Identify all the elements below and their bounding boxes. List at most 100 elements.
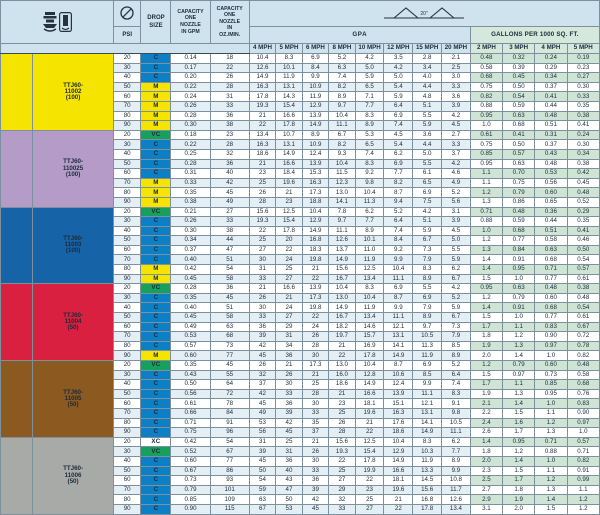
- cell-gal-3mph: 0.75: [502, 177, 536, 189]
- table-row[interactable]: 60 C 0.37 47 27 22 18.3 13.7 11.0 9.2 7.3 5.5 1.3 0.8…: [1, 244, 600, 256]
- cell-drop-size: C: [140, 369, 172, 381]
- table-row[interactable]: 50 M 0.22 28 16.3 13.1 10.9 8.2 6.5 5.4 4.4 3.3 0.75…: [1, 81, 600, 93]
- cell-capacity-oz: 31: [209, 91, 250, 102]
- table-row[interactable]: TTJ60- 11002 (100) 20 C 0.14 18 10.4 8.3 6.9 5.2 4.…: [0, 53, 600, 131]
- cell-gpa-8mph: 13.0: [328, 292, 356, 304]
- cell-psi: 50: [112, 235, 142, 246]
- cell-gpa-6mph: 35: [301, 417, 330, 429]
- cell-drop-size: C: [140, 53, 172, 64]
- cell-gpa-5mph: 53: [275, 503, 303, 515]
- table-row[interactable]: 40 C 0.50 64 37 30 25 18.6 14.9 12.4 9.9 7.4 1.7 1.1 0…: [1, 379, 600, 390]
- table-row[interactable]: 70 M 0.26 33 19.3 15.4 12.9 9.7 7.7 6.4 5.1 3.9 0.88…: [1, 100, 600, 112]
- cell-gpa-20mph: 9.9: [441, 465, 471, 477]
- capacity-gpm-header: CAPACITY ONE NOZZLE IN GPM: [170, 0, 211, 44]
- table-row[interactable]: TTJ60- 11005 (50) 20 VC 0.35 45 26 21 17.3 13.0 10.…: [0, 360, 600, 438]
- table-row[interactable]: 40 C 0.20 26 14.9 11.9 9.9 7.4 5.9 5.0 4.0 3.0 0.68 0…: [1, 72, 600, 83]
- table-row[interactable]: 30 C 0.22 28 16.3 13.1 10.9 8.2 6.5 5.4 4.4 3.3 0.75…: [1, 139, 600, 150]
- table-row[interactable]: 80 C 0.57 73 42 34 28 21 16.9 14.1 11.3 8.5 1.9 1.3 0.…: [1, 340, 600, 352]
- cell-gal-3mph: 0.79: [502, 360, 536, 371]
- table-row[interactable]: 50 C 0.56 72 42 33 28 21 16.6 13.9 11.1 8.3 1.9 1.3 0.…: [1, 388, 600, 400]
- table-row[interactable]: 50 C 0.34 44 25 20 16.8 12.6 10.1 8.4 6.7 5.0 1.2 0.7…: [1, 235, 600, 246]
- cell-gpa-5mph: 47: [275, 484, 303, 496]
- cell-capacity-oz: 54: [209, 436, 250, 448]
- cell-drop-size: M: [140, 100, 172, 112]
- cell-gal-5mph: 0.27: [566, 72, 600, 83]
- cell-gpa-10mph: 19.9: [354, 465, 385, 477]
- cell-psi: 40: [112, 72, 142, 83]
- table-row[interactable]: TTJ60- 11006 (50) 20 XC 0.42 54 31 25 21 15.6 12.5 1…: [0, 436, 600, 515]
- cell-gal-2mph: 1.3: [469, 244, 504, 256]
- cell-gpa-15mph: 4.8: [412, 91, 443, 102]
- table-row[interactable]: 60 C 0.49 63 36 29 24 18.2 14.6 12.1 9.7 7.3 1.7 1.1 0…: [1, 321, 600, 333]
- cell-gpa-5mph: 24: [275, 254, 303, 266]
- nozzle-color-swatch: [0, 129, 34, 208]
- cell-gpa-4mph: 31: [248, 264, 277, 275]
- cell-gpa-8mph: 10.4: [328, 283, 356, 294]
- cell-capacity-gpm: 0.30: [170, 225, 211, 237]
- table-row[interactable]: 80 M 0.42 54 31 25 21 15.6 12.5 10.4 8.3 6.2 1.4 0.95…: [1, 264, 600, 275]
- cell-gpa-6mph: 24: [301, 321, 330, 333]
- cell-gal-2mph: 0.88: [469, 100, 504, 112]
- cell-gpa-4mph: 25: [248, 235, 277, 246]
- table-header: DROP SIZE CAPACITY ONE NOZZLE IN GPM CAP…: [0, 0, 600, 54]
- cell-gal-4mph: 0.65: [534, 196, 568, 208]
- cell-gal-2mph: 0.95: [469, 110, 504, 122]
- cell-capacity-oz: 18: [209, 53, 250, 64]
- cell-capacity-gpm: 0.35: [170, 360, 211, 371]
- cell-gpa-8mph: 15.6: [328, 264, 356, 275]
- cell-gpa-15mph: 4.2: [412, 206, 443, 218]
- table-row[interactable]: TTJ60- 11003 (100) 20 VC 0.21 27 15.6 12.5 10.4 7.…: [0, 206, 600, 285]
- cell-gpa-8mph: 11.1: [328, 120, 356, 131]
- cell-gal-3mph: 0.50: [502, 139, 536, 150]
- cell-capacity-oz: 72: [209, 388, 250, 400]
- cell-gpa-20mph: 7.7: [441, 446, 471, 457]
- cell-gpa-8mph: 21: [328, 340, 356, 352]
- cell-gpa-5mph: 10.1: [275, 62, 303, 74]
- cell-psi: 70: [112, 100, 142, 112]
- nozzle-name-line1: TTJ60-: [63, 311, 84, 319]
- table-row[interactable]: 90 M 0.38 49 28 23 18.8 14.1 11.3 9.4 7.5 5.6 1.3 0.8…: [1, 196, 600, 208]
- cell-gal-5mph: 0.48: [566, 360, 600, 371]
- cell-gpa-5mph: 27: [275, 273, 303, 285]
- cell-gal-3mph: 0.59: [502, 100, 536, 112]
- table-row[interactable]: 80 M 0.35 45 26 21 17.3 13.0 10.4 8.7 6.9 5.2 1.2 0.7…: [1, 187, 600, 198]
- table-row[interactable]: 70 M 0.33 42 25 19.6 16.3 12.3 9.8 8.2 6.5 4.9 1.1 0.…: [1, 177, 600, 189]
- cap-oz-l2: ONE: [224, 12, 236, 19]
- cell-gpa-15mph: 11.3: [412, 340, 443, 352]
- table-row[interactable]: 40 C 0.40 51 30 24 19.8 14.9 11.9 9.9 7.9 5.9 1.4 0.9…: [1, 302, 600, 314]
- table-row[interactable]: 70 C 0.40 51 30 24 19.8 14.9 11.9 9.9 7.9 5.9 1.4 0.9…: [1, 254, 600, 266]
- cell-gpa-5mph: 25: [275, 264, 303, 275]
- table-row[interactable]: TTJ60- 110025 (100) 20 VC 0.18 23 13.4 10.7 8.9 6.…: [0, 129, 600, 208]
- cell-gal-3mph: 0.54: [502, 91, 536, 102]
- table-row[interactable]: TTJ60- 11004 (50) 20 VC 0.28 36 21 16.6 13.9 10.4 8…: [0, 283, 600, 361]
- cell-gal-5mph: 0.82: [566, 350, 600, 361]
- cell-gal-4mph: 1.0: [534, 350, 568, 361]
- cell-gpa-20mph: 7.4: [441, 379, 471, 390]
- table-row[interactable]: 40 C 0.30 38 22 17.8 14.9 11.1 8.9 7.4 5.9 4.5 1.0 0.…: [1, 225, 600, 237]
- cell-gpa-15mph: 7.9: [412, 302, 443, 314]
- cell-psi: 30: [112, 216, 142, 227]
- cell-gpa-20mph: 6.7: [441, 312, 471, 323]
- cell-gpa-15mph: 14.1: [412, 417, 443, 429]
- cell-gal-4mph: 0.90: [534, 331, 568, 342]
- cell-capacity-gpm: 0.35: [170, 292, 211, 304]
- cell-gal-5mph: 0.68: [566, 379, 600, 390]
- cell-gpa-20mph: 10.5: [441, 417, 471, 429]
- cell-gpa-20mph: 3.1: [441, 206, 471, 218]
- nozzle-name-cell: TTJ60- 11006 (50): [32, 436, 114, 515]
- cell-gpa-15mph: 11.9: [412, 350, 443, 361]
- cell-gal-4mph: 0.97: [534, 340, 568, 352]
- cell-gpa-20mph: 9.8: [441, 407, 471, 419]
- cell-gpa-20mph: 6.2: [441, 436, 471, 448]
- cell-psi: 80: [112, 417, 142, 429]
- table-row[interactable]: 30 C 0.17 22 12.6 10.1 8.4 6.3 5.0 4.2 3.4 2.5 0.58 0…: [1, 62, 600, 74]
- cell-capacity-gpm: 0.38: [170, 196, 211, 208]
- cell-gpa-4mph: 21: [248, 110, 277, 122]
- table-row[interactable]: 30 C 0.26 33 19.3 15.4 12.9 9.7 7.7 6.4 5.1 3.9 0.88…: [1, 216, 600, 227]
- cell-capacity-gpm: 0.33: [170, 177, 211, 189]
- cell-gpa-15mph: 6.9: [412, 360, 443, 371]
- cell-gpa-4mph: 49: [248, 407, 277, 419]
- table-row[interactable]: 40 C 0.25 32 18.6 14.9 12.4 9.3 7.4 6.2 5.0 3.7 0.85…: [1, 148, 600, 160]
- cell-gal-5mph: 0.35: [566, 100, 600, 112]
- pressure-gauge-cell: [112, 0, 142, 28]
